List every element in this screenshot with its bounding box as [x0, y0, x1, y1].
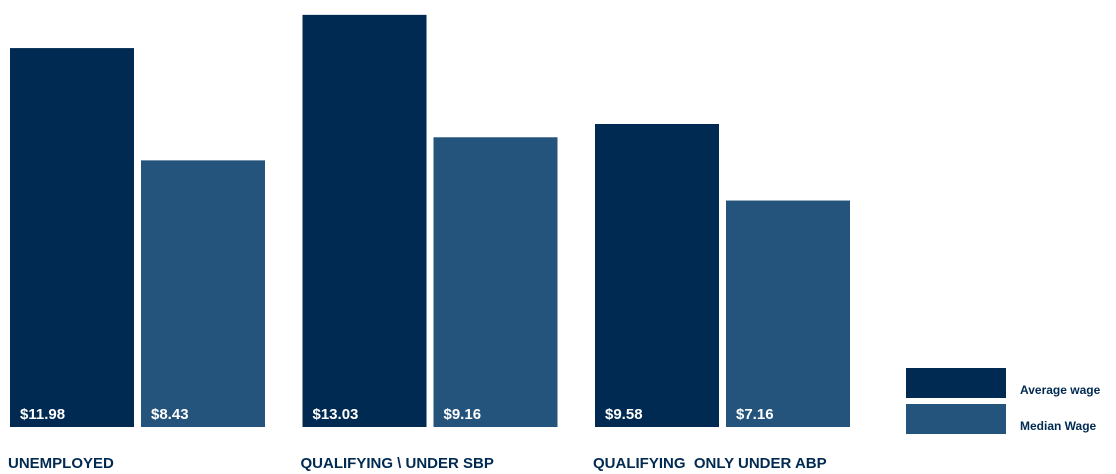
category-label: UNEMPLOYED [8, 455, 114, 472]
category-label: QUALIFYING ONLY UNDER ABP [593, 455, 827, 472]
legend-swatch [906, 404, 1006, 434]
legend-label: Median Wage [1020, 419, 1097, 433]
bar [433, 137, 558, 428]
bar [726, 200, 850, 427]
category-label: QUALIFYING \ UNDER SBP [301, 455, 494, 472]
bar [595, 123, 719, 427]
bar [10, 48, 134, 428]
value-label: $7.16 [736, 406, 774, 423]
value-label: $11.98 [20, 406, 65, 423]
bar [141, 160, 265, 427]
value-label: $8.43 [151, 406, 189, 423]
value-label: $9.58 [605, 406, 643, 423]
value-label: $13.03 [313, 406, 359, 423]
legend-swatch [906, 368, 1006, 398]
legend-label: Average wage [1020, 383, 1101, 397]
value-label: $9.16 [444, 406, 482, 423]
bar [302, 14, 427, 427]
